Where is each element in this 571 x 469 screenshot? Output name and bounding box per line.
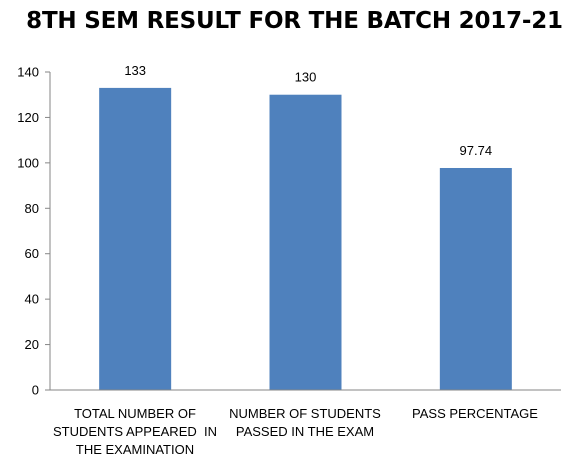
x-tick-label-0-line-0: TOTAL NUMBER OF xyxy=(74,406,196,421)
x-tick-label-0-line-2: THE EXAMINATION xyxy=(75,442,195,457)
data-labels: 133 130 97.74 xyxy=(124,63,492,158)
x-tick-label-1-line-1: PASSED IN THE EXAM xyxy=(235,424,375,439)
bar-2 xyxy=(439,167,512,390)
x-tick-label-1: NUMBER OF STUDENTS PASSED IN THE EXAM xyxy=(220,405,390,441)
x-tick-label-2: PASS PERCENTAGE xyxy=(390,405,560,423)
chart-title: 8TH SEM RESULT FOR THE BATCH 2017-21 xyxy=(26,8,563,34)
y-tick-label-2: 40 xyxy=(25,292,39,307)
bars xyxy=(99,87,512,391)
x-tick-label-0-line-1: STUDENTS APPEARED IN xyxy=(53,424,217,439)
y-tick-label-6: 120 xyxy=(17,110,39,125)
x-tick-label-0: TOTAL NUMBER OF STUDENTS APPEARED IN THE… xyxy=(50,405,220,459)
bar-0 xyxy=(99,87,172,391)
x-tick-label-1-line-0: NUMBER OF STUDENTS xyxy=(229,406,381,421)
bar-1 xyxy=(269,94,342,390)
y-tick-label-1: 20 xyxy=(25,337,39,352)
data-label-1: 130 xyxy=(295,70,317,85)
y-tick-label-0: 0 xyxy=(32,383,39,398)
data-label-2: 97.74 xyxy=(460,143,493,158)
y-tick-label-3: 60 xyxy=(25,246,39,261)
x-tick-label-2-line-0: PASS PERCENTAGE xyxy=(412,406,538,421)
y-axis-ticks: 0 20 40 60 80 100 120 140 xyxy=(17,65,50,398)
data-label-0: 133 xyxy=(124,63,146,78)
y-tick-label-5: 100 xyxy=(17,155,39,170)
y-tick-label-7: 140 xyxy=(17,65,39,80)
y-tick-label-4: 80 xyxy=(25,201,39,216)
